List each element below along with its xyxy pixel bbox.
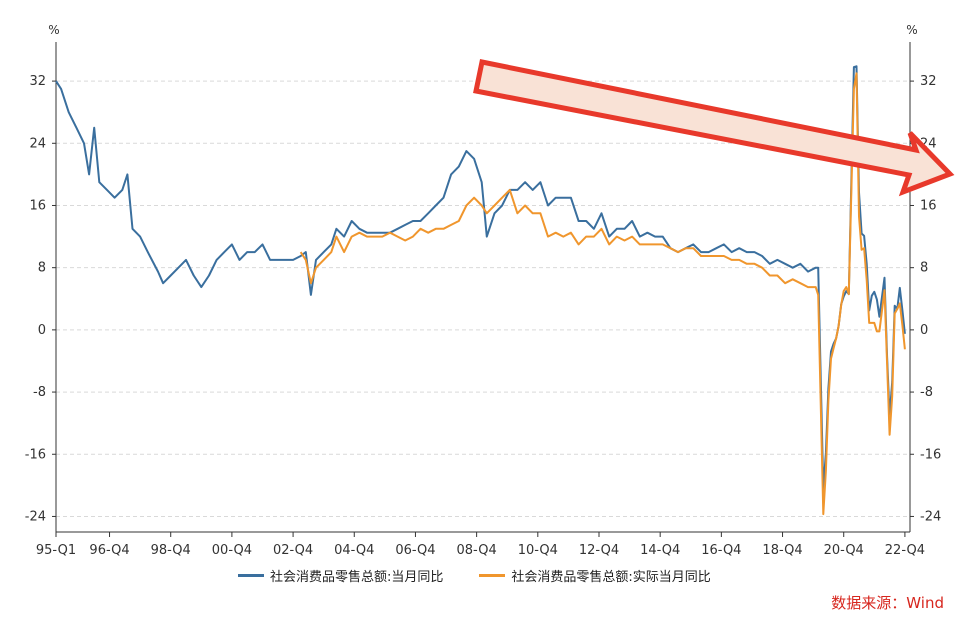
legend-label-series1: 社会消费品零售总额:当月同比 bbox=[270, 570, 444, 585]
legend-swatch-series2 bbox=[479, 574, 506, 577]
y-tick-label-left: 32 bbox=[29, 74, 46, 89]
legend-item-series2: 社会消费品零售总额:实际当月同比 bbox=[479, 566, 711, 585]
axes bbox=[52, 42, 914, 537]
data-source-note: 数据来源：Wind bbox=[831, 594, 944, 612]
y-unit-left: % bbox=[48, 23, 59, 37]
y-tick-label-left: 16 bbox=[29, 198, 46, 213]
y-tick-label-left: 0 bbox=[38, 323, 46, 338]
annotation-layer bbox=[473, 59, 955, 197]
x-tick-label: 16-Q4 bbox=[701, 543, 741, 558]
y-unit-right: % bbox=[906, 23, 917, 37]
x-tick-label: 12-Q4 bbox=[579, 543, 619, 558]
legend-swatch-series1 bbox=[238, 574, 264, 577]
y-tick-label-right: 16 bbox=[920, 198, 937, 213]
x-tick-label: 96-Q4 bbox=[89, 543, 129, 558]
y-tick-label-right: -8 bbox=[920, 385, 933, 400]
x-tick-label: 95-Q1 bbox=[36, 543, 76, 558]
y-tick-label-right: 8 bbox=[920, 261, 928, 276]
y-tick-label-left: -8 bbox=[33, 385, 46, 400]
x-tick-label: 20-Q4 bbox=[824, 543, 864, 558]
legend-label-series2: 社会消费品零售总额:实际当月同比 bbox=[511, 570, 711, 585]
y-tick-label-left: -16 bbox=[25, 447, 46, 462]
x-tick-label: 00-Q4 bbox=[212, 543, 252, 558]
y-tick-label-right: 0 bbox=[920, 323, 928, 338]
x-tick-label: 18-Q4 bbox=[762, 543, 802, 558]
y-tick-label-left: 24 bbox=[29, 136, 46, 151]
series-line-2 bbox=[299, 72, 906, 516]
y-tick-label-right: -16 bbox=[920, 447, 941, 462]
x-tick-label: 10-Q4 bbox=[518, 543, 558, 558]
x-tick-label: 04-Q4 bbox=[334, 543, 374, 558]
x-tick-label: 08-Q4 bbox=[457, 543, 497, 558]
series-lines bbox=[55, 65, 906, 516]
legend-item-series1: 社会消费品零售总额:当月同比 bbox=[238, 566, 443, 585]
y-tick-label-left: 8 bbox=[38, 261, 46, 276]
y-tick-label-right: 32 bbox=[920, 74, 937, 89]
x-tick-label: 06-Q4 bbox=[395, 543, 435, 558]
y-tick-label-left: -24 bbox=[25, 509, 46, 524]
x-tick-label: 98-Q4 bbox=[151, 543, 191, 558]
trend-arrow-icon bbox=[473, 59, 955, 197]
y-tick-label-right: -24 bbox=[920, 509, 941, 524]
x-tick-label: 22-Q4 bbox=[885, 543, 925, 558]
legend: 社会消费品零售总额:当月同比 社会消费品零售总额:实际当月同比 bbox=[238, 566, 711, 585]
x-tick-label: 14-Q4 bbox=[640, 543, 680, 558]
x-tick-label: 02-Q4 bbox=[273, 543, 313, 558]
